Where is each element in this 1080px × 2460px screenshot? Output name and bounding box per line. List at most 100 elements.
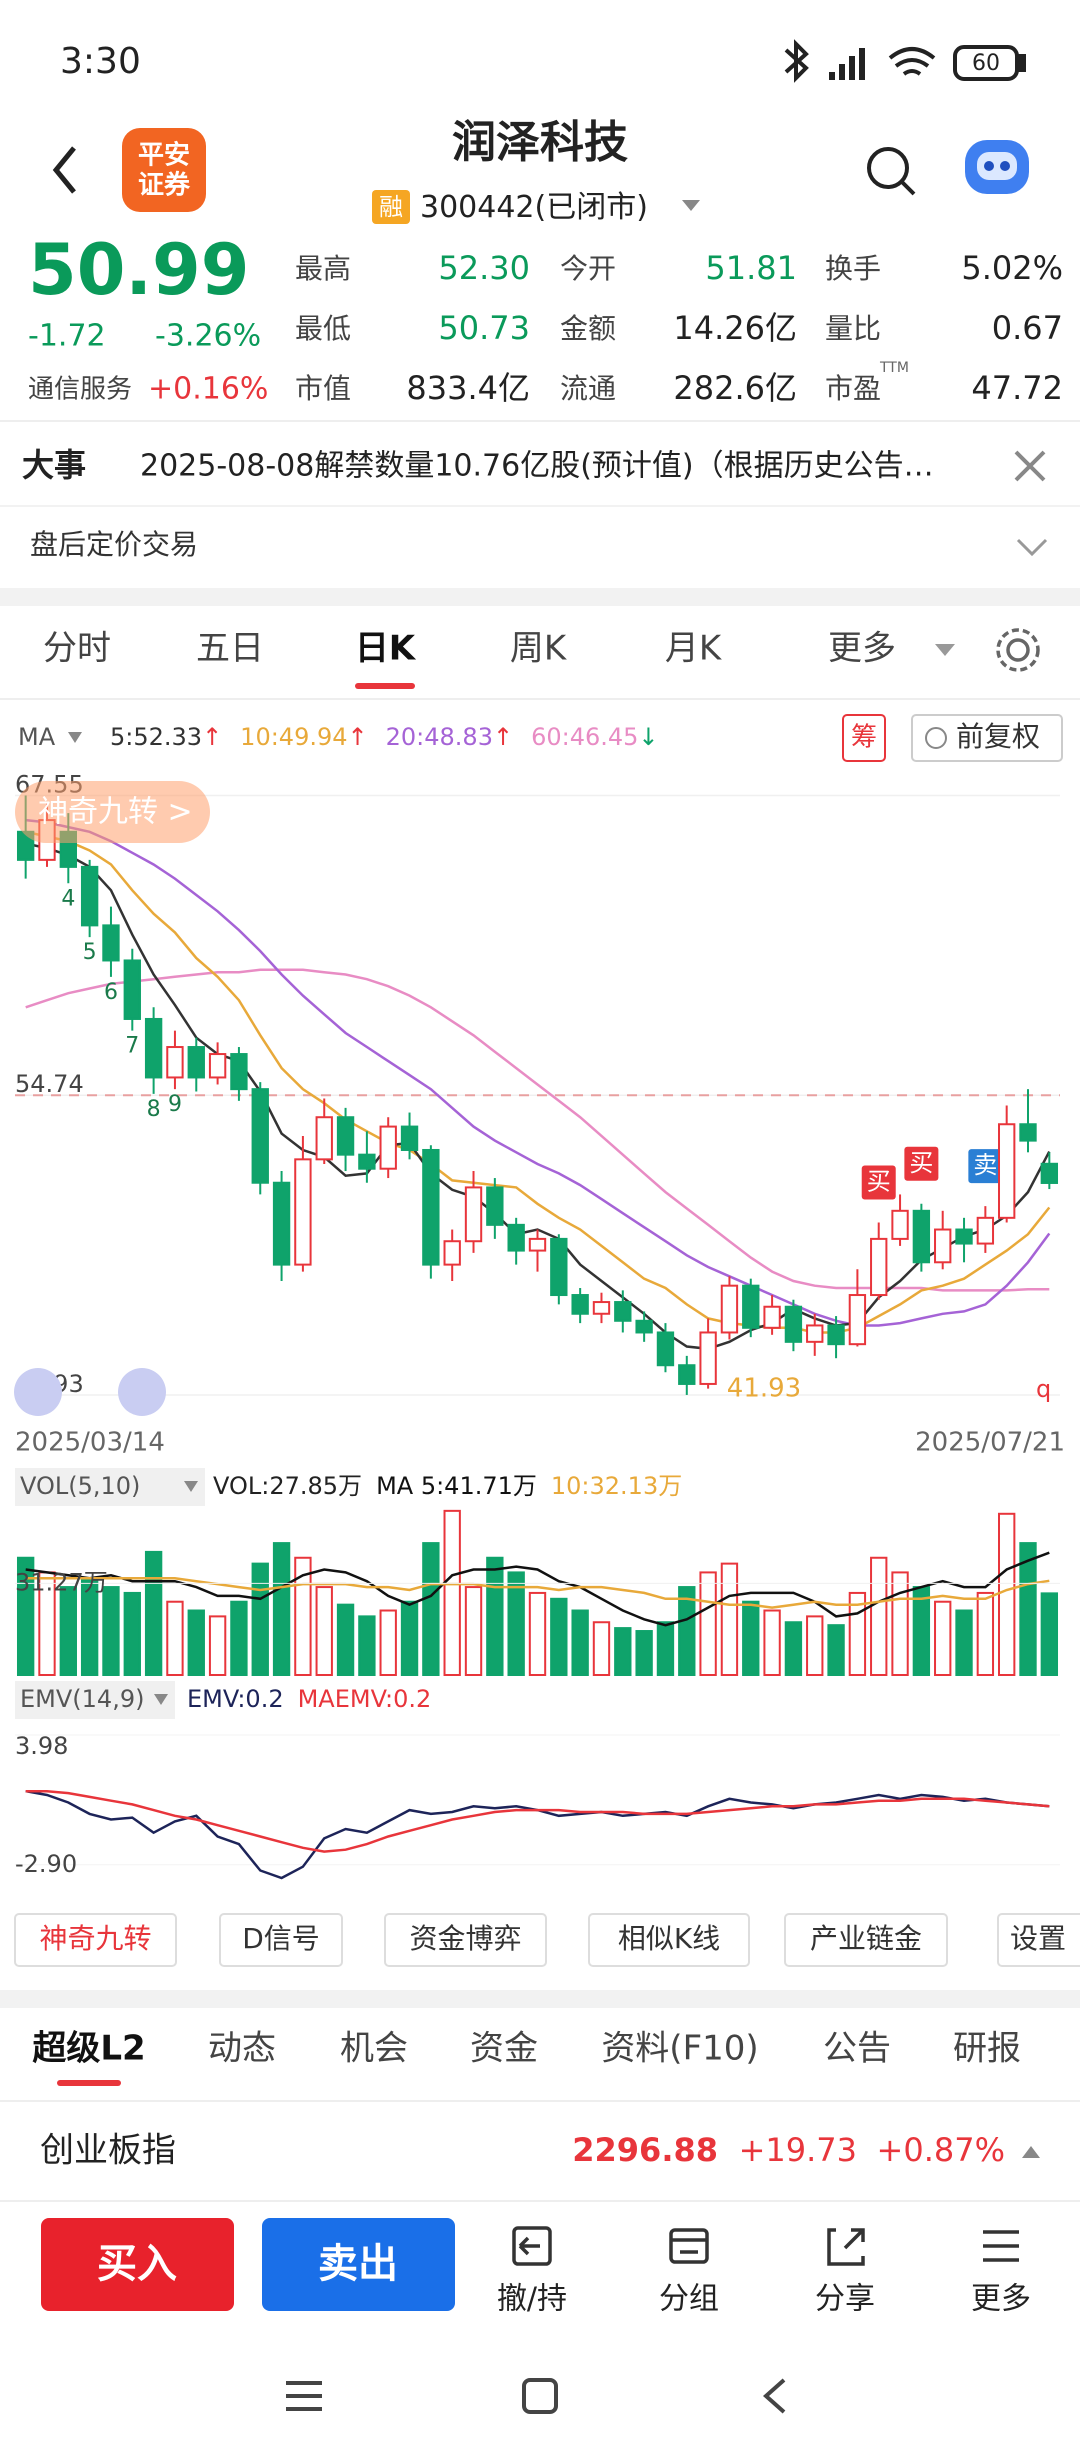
dropdown-icon xyxy=(682,200,700,211)
ma-value: 20:48.83 xyxy=(386,723,493,751)
candle-body xyxy=(358,1153,376,1170)
indicator-title: VOL(5,10) xyxy=(20,1472,140,1500)
action-label[interactable]: 撤/持 xyxy=(497,2282,567,2317)
active-underline xyxy=(57,2080,121,2086)
field-value: 282.6亿 xyxy=(673,369,797,407)
candle-body xyxy=(998,1123,1016,1219)
volume-bar xyxy=(102,1586,120,1677)
index-value: 2296.88 xyxy=(572,2131,718,2169)
tool-button[interactable] xyxy=(219,1913,343,1967)
volume-bar xyxy=(891,1571,909,1677)
home-key[interactable] xyxy=(522,2378,558,2414)
candle-body xyxy=(784,1305,803,1343)
chip-label: 筹 xyxy=(851,723,877,753)
volume-bar xyxy=(763,1609,781,1676)
nine-turn-pill[interactable] xyxy=(15,781,210,843)
tool-button-label: D信号 xyxy=(242,1922,320,1955)
action-label[interactable]: 分享 xyxy=(815,2282,875,2317)
field-value: 47.72 xyxy=(971,369,1063,407)
back-key[interactable] xyxy=(762,2378,786,2414)
candle-body xyxy=(870,1237,888,1297)
volume-bar xyxy=(315,1586,333,1677)
adjust-button[interactable] xyxy=(911,714,1063,762)
ttm-mark: TTM xyxy=(879,360,909,376)
buy-button[interactable] xyxy=(41,2218,234,2311)
volume-bar xyxy=(550,1597,568,1676)
kline-tab[interactable]: 更多 xyxy=(828,629,896,669)
event-text[interactable]: 2025-08-08解禁数量10.76亿股(预计值)（根据历史公告… xyxy=(140,449,934,484)
kline-tab[interactable]: 五日 xyxy=(196,629,264,669)
candle-body xyxy=(550,1237,568,1297)
sell-button[interactable] xyxy=(262,2218,455,2311)
menu-key[interactable] xyxy=(286,2381,322,2411)
kline-chart: MA 5:52.33↑ 10:49.94↑ 20:48.83↑ 60:46.45↓ 筹前复… xyxy=(14,714,1065,1880)
field-value: 52.30 xyxy=(438,249,530,287)
candle-body xyxy=(230,1053,248,1091)
action-label[interactable]: 更多 xyxy=(971,2282,1031,2317)
index-change: +19.73 xyxy=(739,2131,857,2169)
y-tick-label: -2.90 xyxy=(15,1850,77,1878)
tool-button[interactable] xyxy=(997,1913,1080,1967)
field-value: 51.81 xyxy=(705,249,797,287)
indicator-selector[interactable] xyxy=(15,1468,205,1506)
ma-line xyxy=(25,818,1051,1327)
field-label: 金额 xyxy=(560,312,616,345)
signal-label: 买 xyxy=(867,1168,891,1196)
search-button[interactable] xyxy=(867,147,916,196)
expand-icon[interactable] xyxy=(1016,538,1048,557)
fullscreen-button[interactable] xyxy=(118,1368,166,1416)
candle-body xyxy=(976,1216,995,1245)
status-icons xyxy=(784,39,1026,83)
info-tab[interactable]: 研报 xyxy=(953,2029,1021,2069)
y-tick-label: 3.98 xyxy=(15,1732,68,1760)
tool-button[interactable] xyxy=(14,1913,177,1967)
ma-trend: ↑ xyxy=(493,723,513,751)
chip-button[interactable] xyxy=(842,714,886,762)
quote-fields: 最高 52.30 今开 51.81 换手 5.02% 最低 50.73 金额 14.26亿 量比 0.… xyxy=(295,249,1063,407)
price-change-pct: -3.26% xyxy=(155,319,261,354)
candle-body xyxy=(614,1301,632,1322)
tool-button[interactable] xyxy=(384,1913,547,1967)
collapse-button[interactable] xyxy=(14,1368,62,1416)
field-value: 50.73 xyxy=(438,309,530,347)
stock-code[interactable]: 300442(已闭市) xyxy=(420,190,648,225)
volume-bar xyxy=(464,1586,483,1677)
action-label[interactable]: 分组 xyxy=(659,2282,719,2317)
low-price-label: 41.93 xyxy=(727,1373,801,1403)
info-tab[interactable]: 公告 xyxy=(823,2029,891,2069)
field-label: 市盈 xyxy=(825,372,881,405)
info-tab[interactable]: 超级L2 xyxy=(32,2029,145,2069)
volume-bar xyxy=(1040,1592,1059,1677)
after-hours-link[interactable]: 盘后定价交易 xyxy=(30,528,198,561)
divider xyxy=(0,2200,1080,2202)
candle-body xyxy=(742,1284,760,1329)
kline-tab[interactable]: 分时 xyxy=(43,629,111,669)
info-tab[interactable]: 机会 xyxy=(340,2029,408,2069)
volume-bar xyxy=(507,1571,525,1677)
back-button[interactable] xyxy=(52,146,76,194)
kline-tab[interactable]: 日K xyxy=(355,629,417,669)
candle-body xyxy=(294,1158,312,1266)
tool-button[interactable] xyxy=(784,1913,948,1967)
kline-tab[interactable]: 月K xyxy=(665,629,723,669)
tool-button[interactable] xyxy=(588,1913,750,1967)
volume-bar xyxy=(699,1571,717,1677)
volume-bar xyxy=(571,1609,589,1676)
more-dropdown xyxy=(935,644,955,656)
field-label: 今开 xyxy=(560,252,616,285)
info-tab[interactable]: 动态 xyxy=(208,2029,276,2069)
active-underline xyxy=(355,683,415,689)
kline-tab[interactable]: 周K xyxy=(510,629,568,669)
volume-bar xyxy=(614,1627,632,1676)
settings-button[interactable] xyxy=(996,628,1040,672)
info-tab[interactable]: 资料(F10) xyxy=(601,2029,758,2069)
close-button[interactable] xyxy=(1014,450,1046,482)
index-name[interactable]: 创业板指 xyxy=(40,2131,176,2171)
candle-body xyxy=(251,1088,269,1184)
assistant-button[interactable] xyxy=(965,140,1029,194)
legend-entry: MAEMV:0.2 xyxy=(298,1685,432,1713)
candle-body xyxy=(955,1228,973,1245)
field-label: 最高 xyxy=(295,252,351,285)
info-tab[interactable]: 资金 xyxy=(470,2029,538,2069)
indicator-selector[interactable] xyxy=(15,1681,175,1719)
